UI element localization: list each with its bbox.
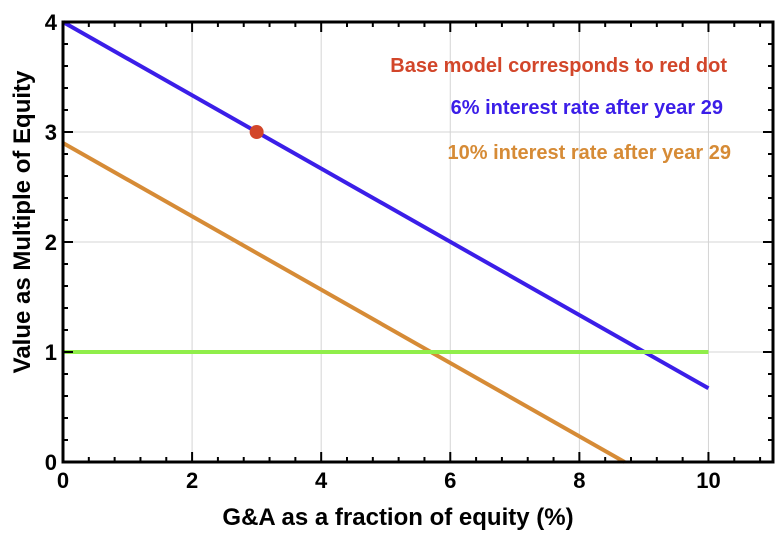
- series-line-0: [62, 20, 710, 391]
- x-tick-labels: 0 2 4 6 8 10: [57, 468, 721, 493]
- series-line-1: [62, 141, 626, 464]
- grid: [62, 21, 773, 463]
- x-tick-label: 4: [315, 468, 328, 493]
- x-axis-label: G&A as a fraction of equity (%): [222, 504, 573, 531]
- x-tick-label: 8: [573, 468, 585, 493]
- y-tick-label: 1: [45, 340, 57, 365]
- annotation-10pct: 10% interest rate after year 29: [448, 142, 732, 164]
- x-tick-label: 0: [57, 468, 69, 493]
- y-tick-label: 2: [45, 230, 57, 255]
- annotation-base-model: Base model corresponds to red dot: [390, 55, 727, 77]
- y-tick-label: 3: [45, 120, 57, 145]
- y-tick-labels: 0 1 2 3 4: [45, 10, 58, 475]
- x-tick-label: 6: [444, 468, 456, 493]
- base-model-point: [249, 125, 264, 139]
- points-layer: [249, 125, 264, 139]
- y-tick-label: 4: [45, 10, 58, 35]
- tick-marks: [62, 21, 773, 463]
- series-layer: [62, 20, 710, 464]
- y-tick-label: 0: [45, 450, 57, 475]
- y-axis-label: Value as Multiple of Equity: [9, 70, 36, 373]
- x-tick-label: 2: [186, 468, 198, 493]
- annotation-6pct: 6% interest rate after year 29: [451, 97, 723, 119]
- x-tick-label: 10: [696, 468, 720, 493]
